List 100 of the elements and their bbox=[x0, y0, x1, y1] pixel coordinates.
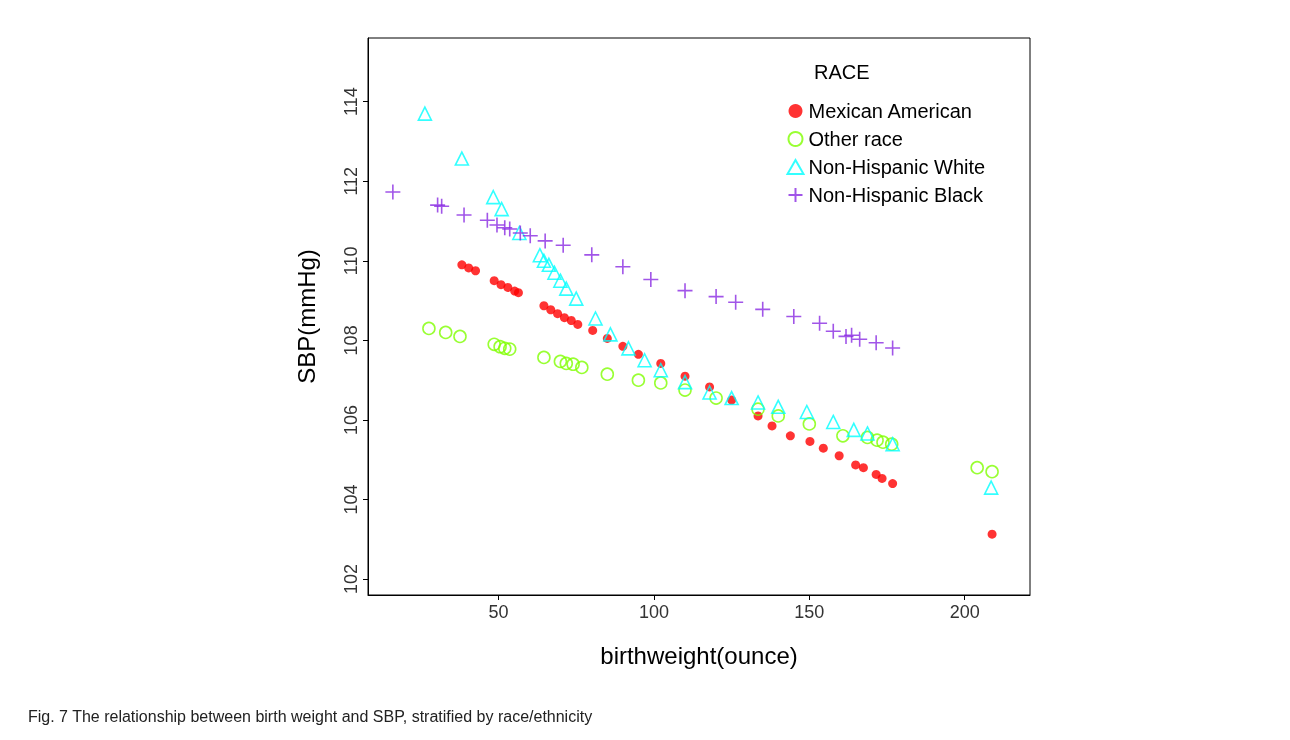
point bbox=[536, 253, 552, 269]
point bbox=[702, 385, 717, 400]
y-tick-label: 106 bbox=[341, 404, 361, 435]
point bbox=[485, 189, 501, 205]
legend-label: Mexican American bbox=[808, 100, 972, 122]
point bbox=[811, 314, 828, 332]
point bbox=[824, 322, 842, 340]
point bbox=[876, 435, 890, 450]
point bbox=[884, 339, 901, 357]
point bbox=[455, 206, 473, 224]
point bbox=[521, 227, 539, 245]
point bbox=[818, 443, 828, 453]
point bbox=[770, 399, 786, 415]
point bbox=[653, 362, 669, 378]
point bbox=[566, 357, 580, 372]
point bbox=[566, 315, 576, 325]
point bbox=[502, 342, 517, 356]
point bbox=[568, 291, 584, 306]
point bbox=[575, 360, 589, 375]
legend-label: Other race bbox=[808, 128, 903, 150]
point bbox=[678, 383, 692, 397]
point bbox=[802, 417, 817, 431]
point bbox=[588, 311, 603, 326]
point bbox=[438, 325, 453, 340]
point bbox=[707, 288, 725, 305]
point bbox=[858, 463, 868, 473]
point bbox=[642, 271, 660, 288]
point bbox=[501, 220, 519, 238]
y-tick-label: 110 bbox=[341, 246, 361, 276]
point bbox=[751, 402, 765, 416]
point bbox=[870, 433, 884, 448]
point bbox=[860, 430, 875, 445]
point bbox=[676, 282, 694, 299]
point bbox=[851, 460, 861, 470]
point bbox=[799, 404, 815, 420]
point bbox=[541, 257, 557, 273]
legend-label: Non-Hispanic Black bbox=[808, 184, 985, 206]
point bbox=[422, 321, 436, 336]
point bbox=[454, 151, 470, 166]
y-tick-label: 108 bbox=[341, 325, 361, 356]
point bbox=[573, 319, 583, 329]
point bbox=[539, 301, 549, 311]
x-axis-title: birthweight(ounce) bbox=[600, 641, 798, 669]
x-tick-label: 100 bbox=[638, 602, 669, 622]
point bbox=[496, 219, 514, 237]
point bbox=[825, 414, 841, 430]
point bbox=[621, 341, 636, 356]
point bbox=[637, 352, 652, 368]
point bbox=[836, 429, 850, 443]
point bbox=[559, 356, 574, 371]
point bbox=[417, 106, 433, 121]
point bbox=[805, 436, 815, 446]
point bbox=[860, 426, 875, 441]
point bbox=[546, 305, 556, 315]
point bbox=[532, 247, 548, 263]
point bbox=[834, 451, 844, 461]
point bbox=[987, 529, 997, 539]
point bbox=[558, 281, 574, 296]
point bbox=[614, 258, 632, 276]
point bbox=[771, 409, 786, 423]
point bbox=[583, 246, 601, 264]
y-tick-label: 104 bbox=[341, 484, 361, 515]
point bbox=[785, 308, 803, 325]
y-tick-label: 114 bbox=[341, 87, 361, 117]
y-tick-label: 102 bbox=[341, 564, 361, 595]
point bbox=[384, 183, 402, 201]
point bbox=[536, 232, 554, 250]
point bbox=[888, 479, 898, 489]
caption: Fig. 7 The relationship between birth weight and SBP, stratified by race/ethnicity bbox=[28, 707, 593, 725]
y-tick-label: 112 bbox=[341, 166, 361, 196]
point bbox=[837, 328, 855, 345]
point bbox=[970, 460, 984, 475]
point bbox=[767, 421, 777, 431]
point bbox=[503, 282, 513, 292]
point bbox=[846, 422, 862, 438]
point bbox=[877, 473, 887, 483]
point bbox=[867, 334, 885, 352]
point bbox=[754, 301, 772, 318]
point bbox=[983, 480, 999, 495]
point bbox=[724, 390, 739, 406]
legend-label: Non-Hispanic White bbox=[808, 156, 986, 178]
point bbox=[559, 313, 569, 323]
point bbox=[494, 201, 509, 217]
point bbox=[433, 197, 450, 215]
point bbox=[493, 339, 507, 354]
point bbox=[554, 236, 572, 254]
y-axis-title: SBP(mmHg) bbox=[292, 249, 320, 384]
point bbox=[537, 350, 551, 365]
point bbox=[785, 431, 795, 441]
point bbox=[709, 391, 723, 405]
point bbox=[471, 266, 481, 276]
point bbox=[750, 395, 766, 410]
point bbox=[653, 376, 668, 390]
point bbox=[497, 341, 512, 356]
point bbox=[588, 325, 598, 335]
point bbox=[487, 337, 501, 352]
point bbox=[985, 464, 999, 479]
x-tick-label: 150 bbox=[794, 602, 825, 622]
point bbox=[553, 354, 568, 369]
point bbox=[457, 260, 467, 270]
